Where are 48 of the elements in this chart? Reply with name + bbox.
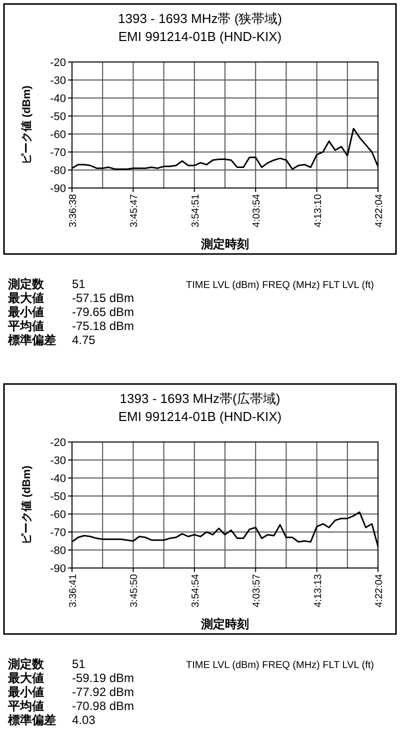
- x-tick-label: 4:13:13: [312, 574, 324, 608]
- y-tick-label: -80: [50, 165, 66, 177]
- text: 測定数 51: [8, 277, 86, 291]
- text: 測定数 51: [8, 657, 86, 671]
- y-tick-label: -60: [50, 509, 66, 521]
- x-axis-title: 測定時刻: [200, 617, 249, 631]
- text: 最小値 -77.92 dBm: [8, 685, 134, 699]
- text: 最大値 -57.15 dBm: [8, 291, 134, 305]
- y-tick-label: -50: [50, 111, 66, 123]
- y-tick-label: -60: [50, 129, 66, 141]
- text: 平均値 -70.98 dBm: [8, 699, 134, 713]
- y-axis-title: ピーク値 (dBm): [20, 85, 33, 164]
- y-tick-label: -70: [50, 527, 66, 539]
- text: TIME LVL (dBm) FREQ (MHz) FLT LVL (ft): [186, 280, 374, 291]
- y-axis-title: ピーク値 (dBm): [20, 465, 33, 544]
- x-tick-label: 3:54:51: [190, 194, 202, 228]
- x-tick-label: 3:45:47: [129, 194, 140, 228]
- y-tick-label: -50: [50, 491, 66, 503]
- y-tick-label: -20: [50, 437, 66, 449]
- y-tick-label: -90: [50, 183, 66, 195]
- y-tick-label: -40: [50, 93, 66, 105]
- y-tick-label: -30: [50, 75, 66, 87]
- x-tick-label: 4:22:04: [374, 194, 385, 228]
- chart-subtitle: EMI 991214-01B (HND-KIX): [118, 29, 282, 44]
- y-tick-label: -80: [50, 545, 66, 557]
- x-axis-title: 測定時刻: [200, 237, 249, 251]
- y-tick-label: -30: [50, 455, 66, 467]
- y-tick-label: -20: [50, 57, 66, 69]
- x-tick-label: 4:03:57: [252, 574, 263, 608]
- text: 平均値 -75.18 dBm: [8, 319, 134, 333]
- y-tick-label: -40: [50, 473, 66, 485]
- x-tick-label: 3:36:38: [68, 194, 79, 228]
- chart-subtitle: EMI 991214-01B (HND-KIX): [118, 409, 282, 424]
- y-tick-label: -90: [50, 563, 66, 575]
- x-tick-label: 4:03:54: [252, 194, 263, 228]
- x-tick-label: 3:45:50: [129, 574, 140, 608]
- x-tick-label: 3:54:54: [190, 574, 202, 608]
- chart-title: 1393 - 1693 MHz帯(広帯域): [120, 391, 280, 406]
- text: 標準偏差 4.03: [8, 713, 96, 727]
- x-tick-label: 4:22:04: [374, 574, 385, 608]
- x-tick-label: 3:36:41: [68, 574, 79, 608]
- text: 最大値 -59.19 dBm: [8, 671, 134, 685]
- text: 最小値 -79.65 dBm: [8, 305, 134, 319]
- y-tick-label: -70: [50, 147, 66, 159]
- x-tick-label: 4:13:10: [312, 194, 324, 228]
- chart-title: 1393 - 1693 MHz帯 (狭帯域): [118, 11, 282, 26]
- text: TIME LVL (dBm) FREQ (MHz) FLT LVL (ft): [186, 660, 374, 671]
- text: 標準偏差 4.75: [8, 333, 96, 347]
